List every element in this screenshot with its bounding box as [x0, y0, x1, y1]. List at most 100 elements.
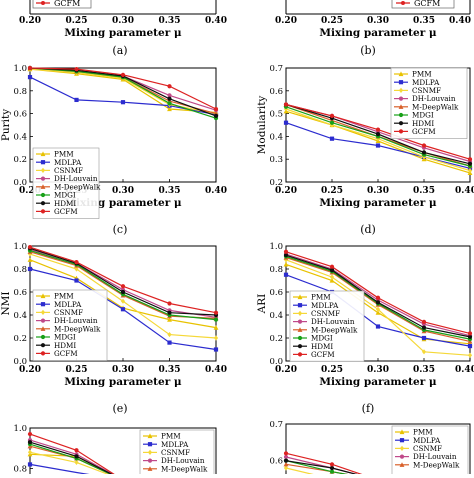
x-tick-a-0: 0.20 — [19, 16, 41, 26]
y-tick-e-0: 0.0 — [13, 357, 27, 367]
data-point-d-hdmi-4 — [467, 161, 473, 166]
data-point-e-csnmf-3 — [167, 331, 172, 338]
data-point-e-pmm-3 — [167, 317, 172, 322]
legend-label-g-0: PMM — [161, 432, 181, 441]
data-point-e-gcfm-1 — [74, 260, 79, 265]
legend-marker-d-4 — [398, 104, 404, 109]
data-point-f-mdlpa-2 — [375, 324, 381, 329]
data-point-e-pmm-0 — [27, 257, 33, 262]
y-tick-c-1: 0.2 — [13, 155, 27, 165]
legend-label-d-2: CSNMF — [412, 86, 441, 95]
legend-marker-c-3 — [40, 176, 46, 181]
y-tick-e-2: 0.4 — [13, 311, 27, 321]
data-point-f-csnmf-3 — [421, 349, 427, 355]
legend-marker-d-0 — [398, 71, 404, 77]
legend-label-f-4: M-DeepWalk — [311, 325, 358, 334]
data-point-h-gcfm-1 — [329, 462, 335, 467]
y-axis-label-d: Modularity — [256, 96, 268, 155]
x-tick-d-1: 0.25 — [321, 186, 343, 196]
legend-label-f-1: MDLPA — [311, 301, 339, 310]
data-point-h-csnmf-0 — [283, 465, 289, 471]
legend-marker-d-1 — [398, 80, 404, 85]
legend-label-h-0: PMM — [413, 428, 433, 437]
y-tick-c-0: 0.0 — [13, 178, 27, 188]
legend-marker-e-1 — [40, 302, 46, 307]
data-point-d-hdmi-2 — [375, 132, 381, 137]
data-point-e-mdlpa-1 — [74, 278, 79, 283]
y-tick-c-2: 0.4 — [13, 132, 27, 142]
data-point-f-mdlpa-4 — [467, 343, 473, 349]
legend-label-e-4: M-DeepWalk — [54, 324, 101, 333]
legend-label-h-1: MDLPA — [413, 436, 441, 445]
caption-d: (d) — [360, 223, 376, 236]
data-point-e-csnmf-1 — [74, 266, 79, 272]
legend-label-f-5: MDGI — [311, 334, 333, 343]
data-point-f-gcfm-3 — [421, 319, 427, 324]
legend-label-c-1: MDLPA — [54, 158, 82, 167]
x-tick-c-2: 0.30 — [112, 186, 134, 196]
data-point-h-mdgi-1 — [329, 469, 335, 474]
legend-label-f-3: DH-Louvain — [311, 317, 355, 326]
data-point-f-gcfm-0 — [283, 249, 289, 254]
x-tick-e-2: 0.30 — [112, 365, 134, 375]
legend-label-f-0: PMM — [311, 293, 331, 302]
y-tick-d-1: 0.3 — [269, 155, 283, 165]
y-tick-f-1: 0.2 — [269, 334, 283, 344]
x-tick-f-1: 0.25 — [321, 365, 343, 375]
legend-marker-c-2 — [40, 167, 46, 173]
legend-marker-d-3 — [398, 96, 404, 101]
x-tick-c-3: 0.35 — [159, 186, 181, 196]
data-point-d-mdgi-1 — [329, 120, 335, 125]
data-point-d-gcfm-4 — [467, 157, 473, 162]
legend-marker-c-1 — [40, 160, 46, 165]
y-tick-e-5: 1.0 — [13, 242, 27, 252]
caption-e: (e) — [112, 402, 127, 415]
legend-marker-e-0 — [40, 293, 46, 299]
legend-marker-e-7 — [40, 351, 46, 356]
legend-label-g-2: CSNMF — [161, 448, 190, 457]
legend-label-c-6: HDMI — [54, 199, 76, 208]
legend-marker-c-7 — [40, 209, 46, 214]
data-point-f-hdmi-1 — [329, 268, 335, 273]
legend-marker-g-1 — [147, 442, 153, 447]
legend-marker-h-0 — [399, 429, 405, 435]
legend-label-c-7: GCFM — [54, 207, 78, 216]
x-tick-f-4: 0.40 — [455, 365, 474, 375]
legend-label-d-6: HDMI — [412, 119, 434, 128]
data-point-c-gcfm-4 — [213, 106, 219, 112]
x-tick-a-1: 0.25 — [66, 16, 88, 26]
legend-marker-h-1 — [399, 438, 405, 443]
x-tick-a-4: 0.40 — [205, 16, 227, 26]
x-tick-b-0: 0.20 — [275, 16, 297, 26]
panel-c-purity: 0.00.20.40.60.81.00.200.250.300.350.40Mi… — [0, 64, 227, 219]
legend-marker-h-2 — [399, 445, 405, 451]
legend-label-g-1: MDLPA — [161, 440, 189, 449]
x-tick-a-2: 0.30 — [112, 16, 134, 26]
y-tick-e-4: 0.8 — [13, 265, 27, 275]
x-tick-d-2: 0.30 — [367, 186, 389, 196]
x-tick-e-1: 0.25 — [66, 365, 88, 375]
data-point-h-gcfm-0 — [283, 451, 289, 456]
y-tick-d-4: 0.6 — [269, 87, 283, 97]
data-point-c-gcfm-1 — [74, 67, 79, 72]
data-point-c-mdlpa-0 — [27, 75, 33, 80]
legend-label-h-2: CSNMF — [413, 444, 442, 453]
data-point-f-pmm-0 — [283, 261, 289, 267]
x-tick-b-2: 0.30 — [367, 16, 389, 26]
y-tick-f-3: 0.6 — [269, 288, 283, 298]
data-point-e-hdmi-2 — [120, 289, 126, 295]
legend-box-c — [32, 147, 100, 219]
series-line-h-csnmf — [285, 467, 331, 478]
legend-marker-f-7 — [297, 352, 303, 357]
legend-marker-d-6 — [398, 121, 404, 126]
legend-marker-e-2 — [40, 309, 46, 315]
data-point-g-csnmf-0 — [27, 449, 33, 455]
x-axis-label-a: Mixing parameter μ — [64, 27, 181, 39]
data-point-h-m-deepwalk-0 — [283, 461, 289, 467]
legend-label-e-5: MDGI — [54, 333, 76, 342]
x-axis-label-b: Mixing parameter μ — [319, 27, 436, 39]
x-tick-c-0: 0.20 — [19, 186, 41, 196]
data-point-c-hdmi-4 — [213, 113, 219, 118]
